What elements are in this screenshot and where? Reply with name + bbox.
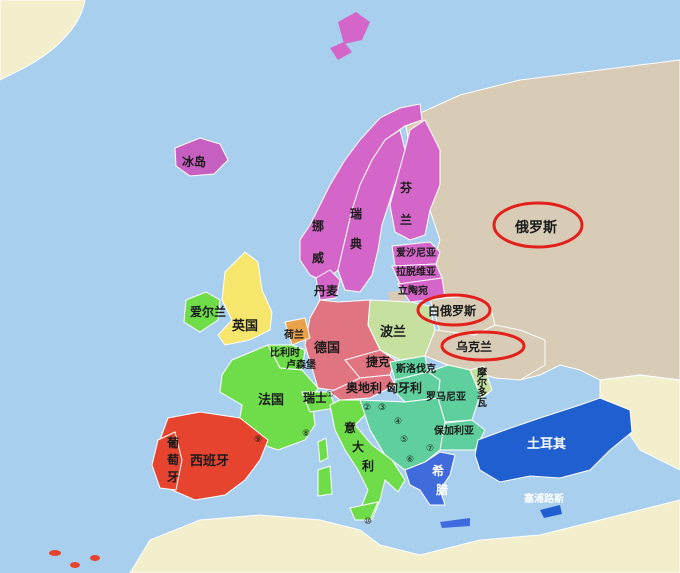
label-norway-2: 威 xyxy=(312,250,324,265)
label-moldova-2: 尔 xyxy=(476,376,487,389)
marker-2: ② xyxy=(363,403,371,413)
label-moldova-3: 多 xyxy=(477,386,487,399)
crete-land xyxy=(440,518,470,528)
highlight-russia xyxy=(492,201,584,249)
svalbard-land-2 xyxy=(330,42,352,60)
label-portugal-3: 牙 xyxy=(167,470,179,484)
label-lithuania: 立陶宛 xyxy=(398,284,428,297)
greenland-land xyxy=(0,0,86,81)
sweden-land xyxy=(337,129,406,293)
marker-3: ③ xyxy=(378,403,386,413)
label-hungary: 匈牙利 xyxy=(385,380,422,395)
label-ukraine: 乌克兰 xyxy=(456,339,492,354)
estonia-land xyxy=(391,241,441,267)
label-uk: 英国 xyxy=(231,318,258,334)
label-denmark: 丹麦 xyxy=(314,283,339,298)
uk-land xyxy=(217,251,273,346)
marker-9: ⑨ xyxy=(254,435,262,445)
label-moldova-4: 瓦 xyxy=(477,397,487,409)
label-belgium: 比利时 xyxy=(270,346,300,359)
label-spain: 西班牙 xyxy=(190,453,229,469)
label-finland-1: 芬 xyxy=(399,180,413,195)
label-romania: 罗马尼亚 xyxy=(426,391,466,403)
marker-8: ⑧ xyxy=(302,429,310,439)
label-poland: 波兰 xyxy=(380,324,406,340)
cyprus-land xyxy=(540,505,562,518)
label-estonia: 爱沙尼亚 xyxy=(396,246,436,259)
canary-island-2 xyxy=(70,562,80,568)
label-switzerland: 瑞士 xyxy=(303,390,327,405)
label-russia: 俄罗斯 xyxy=(514,219,557,236)
corsica-land xyxy=(317,437,329,463)
label-portugal-1: 葡 xyxy=(166,435,179,450)
label-bulgaria: 保加利亚 xyxy=(433,424,474,437)
label-ireland: 爱尔兰 xyxy=(190,304,226,319)
label-turkey: 土耳其 xyxy=(527,436,566,452)
label-france: 法国 xyxy=(258,392,284,408)
label-italy-1: 意 xyxy=(344,420,356,435)
label-latvia: 拉脱维亚 xyxy=(396,265,436,278)
marker-6: ⑥ xyxy=(406,455,414,465)
marker-5: ⑤ xyxy=(400,435,408,445)
label-norway-1: 挪 xyxy=(312,218,324,233)
label-greece-2: 腊 xyxy=(436,482,448,497)
turkey-land xyxy=(474,397,633,483)
label-finland-2: 兰 xyxy=(400,212,412,227)
canary-island-3 xyxy=(90,555,100,561)
greece-land xyxy=(404,451,456,506)
marker-7: ⑦ xyxy=(426,444,434,454)
label-sweden-1: 瑞 xyxy=(350,206,362,221)
label-italy-3: 利 xyxy=(362,458,374,473)
marker-4: ④ xyxy=(394,417,402,427)
finland-land xyxy=(389,119,441,241)
label-germany: 德国 xyxy=(314,340,340,356)
marker-10: ⑩ xyxy=(364,517,372,527)
sardinia-land xyxy=(317,465,333,497)
highlight-ukraine xyxy=(440,330,526,362)
label-italy-2: 大 xyxy=(352,439,364,454)
iceland-land xyxy=(174,137,229,177)
label-portugal-2: 萄 xyxy=(166,452,179,467)
label-luxembourg: 卢森堡 xyxy=(286,358,316,371)
label-greece-1: 希 xyxy=(431,463,444,478)
netherlands-land xyxy=(284,317,311,346)
highlight-belarus xyxy=(416,293,492,327)
italy-land xyxy=(329,399,406,521)
portugal-land xyxy=(151,431,183,491)
north-africa-land xyxy=(129,499,680,573)
marker-1: ① xyxy=(326,390,334,400)
canary-island-1 xyxy=(49,550,61,556)
ireland-land xyxy=(183,291,221,333)
kaliningrad-land xyxy=(388,290,406,302)
label-slovakia: 斯洛伐克 xyxy=(396,362,436,375)
label-iceland: 冰岛 xyxy=(182,154,206,169)
label-moldova-1: 摩 xyxy=(477,366,488,379)
balkans-land xyxy=(359,397,446,471)
sicily-land xyxy=(349,501,379,521)
label-netherlands: 荷兰 xyxy=(283,328,304,341)
denmark-land xyxy=(315,269,341,301)
label-cyprus: 塞浦路斯 xyxy=(524,492,564,505)
label-czech: 捷克 xyxy=(366,354,390,369)
label-sweden-2: 典 xyxy=(350,236,362,251)
label-belarus: 白俄罗斯 xyxy=(428,303,476,318)
moldova-land xyxy=(469,365,493,399)
svalbard-land xyxy=(338,12,370,44)
label-austria: 奥地利 xyxy=(346,380,382,395)
